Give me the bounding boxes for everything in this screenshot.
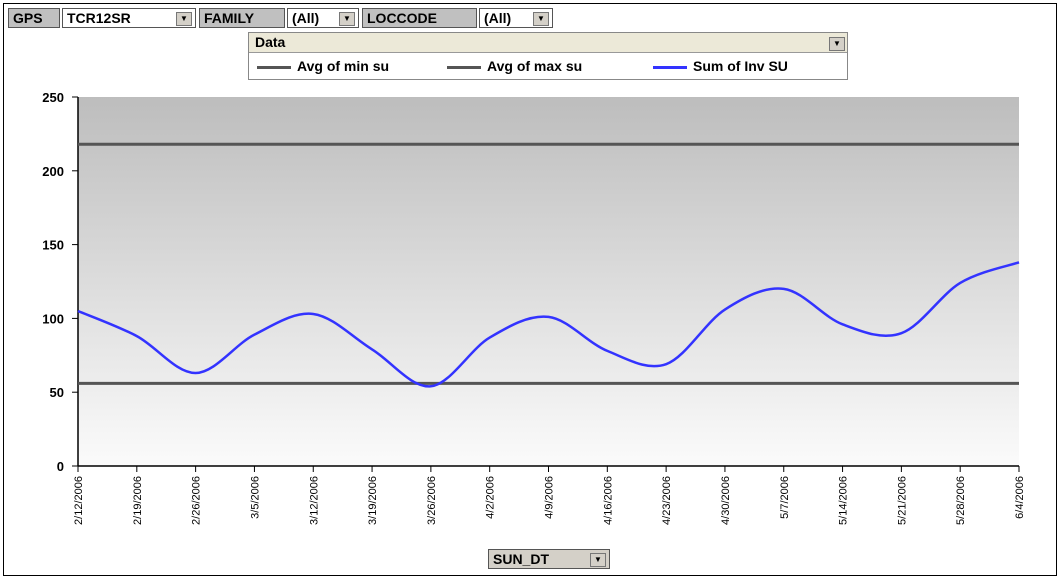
axis-sun-dt-label: SUN_DT xyxy=(493,551,550,567)
legend-item-min: Avg of min su xyxy=(257,58,389,74)
legend-swatch-max xyxy=(447,65,481,69)
filter-gps-field[interactable]: TCR12SR xyxy=(62,8,196,28)
x-tick-label: 4/9/2006 xyxy=(544,476,556,519)
plot-area xyxy=(78,97,1019,466)
filter-loccode-dropdown-icon[interactable]: ▼ xyxy=(533,12,549,26)
legend-data-dropdown-icon[interactable]: ▼ xyxy=(829,37,845,51)
y-tick-label: 0 xyxy=(57,459,64,474)
axis-sun-dt-button[interactable]: SUN_DT xyxy=(488,549,610,569)
series-line-3 xyxy=(77,261,1020,388)
x-axis: 2/12/2006 2/19/2006 2/26/2006 3/5/2006 3/12/… xyxy=(73,465,1026,525)
x-tick-label: 4/30/2006 xyxy=(720,476,732,525)
x-tick-label: 5/7/2006 xyxy=(779,476,791,519)
legend-swatch-min xyxy=(257,65,291,69)
x-tick-label: 4/2/2006 xyxy=(485,476,497,519)
x-tick-label: 3/19/2006 xyxy=(367,476,379,525)
x-tick-label: 2/12/2006 xyxy=(73,476,85,525)
y-tick-label: 100 xyxy=(42,311,64,326)
x-tick-label: 5/14/2006 xyxy=(838,476,850,525)
filter-gps-dropdown-icon[interactable]: ▼ xyxy=(176,12,192,26)
legend-item-inv: Sum of Inv SU xyxy=(653,58,788,74)
legend-swatch-inv xyxy=(653,65,687,69)
legend-data-header[interactable]: Data xyxy=(249,33,847,53)
filter-loccode-button[interactable]: LOCCODE xyxy=(362,8,477,28)
series-group xyxy=(77,142,1020,388)
chart-legend: Data ▼ Avg of min su Avg of max su Sum o… xyxy=(248,32,848,80)
legend-label-inv: Sum of Inv SU xyxy=(693,58,788,74)
x-tick-label: 5/28/2006 xyxy=(955,476,967,525)
legend-item-max: Avg of max su xyxy=(447,58,582,74)
y-tick-label: 200 xyxy=(42,164,64,179)
y-tick-label: 150 xyxy=(42,238,64,253)
y-tick-label: 250 xyxy=(42,90,64,105)
x-tick-label: 2/19/2006 xyxy=(132,476,144,525)
filter-family-button[interactable]: FAMILY xyxy=(199,8,285,28)
legend-label-max: Avg of max su xyxy=(487,58,583,74)
axis-sun-dt-dropdown-icon[interactable]: ▼ xyxy=(590,553,606,567)
x-tick-label: 6/4/2006 xyxy=(1014,476,1026,519)
x-tick-label: 5/21/2006 xyxy=(896,476,908,525)
filter-loccode-value: (All) xyxy=(484,10,512,26)
x-tick-label: 3/12/2006 xyxy=(308,476,320,525)
filter-family-dropdown-icon[interactable]: ▼ xyxy=(339,12,355,26)
filter-gps-value: TCR12SR xyxy=(67,10,131,26)
filter-gps-button[interactable]: GPS xyxy=(8,8,60,28)
x-tick-label: 4/16/2006 xyxy=(602,476,614,525)
filter-family-value: (All) xyxy=(292,10,320,26)
y-tick-label: 50 xyxy=(50,385,64,400)
x-tick-label: 3/26/2006 xyxy=(426,476,438,525)
x-tick-label: 3/5/2006 xyxy=(249,476,261,519)
legend-data-label: Data xyxy=(255,34,286,50)
y-axis: 0 50 100 150 200 250 xyxy=(42,90,79,474)
x-tick-label: 2/26/2006 xyxy=(191,476,203,525)
legend-label-min: Avg of min su xyxy=(297,58,390,74)
x-tick-label: 4/23/2006 xyxy=(661,476,673,525)
